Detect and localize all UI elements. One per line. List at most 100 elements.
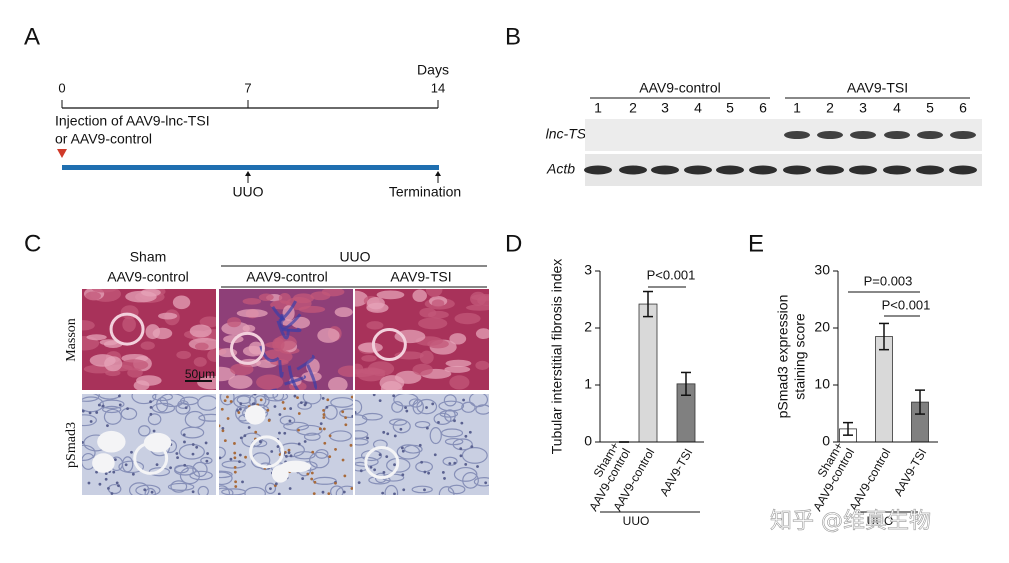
lane-label: 4 — [893, 100, 901, 116]
nucleus — [110, 492, 114, 495]
nucleus — [183, 463, 187, 467]
tubule — [197, 485, 209, 495]
nucleus — [117, 484, 120, 488]
tubule — [444, 409, 456, 422]
nucleus — [204, 441, 208, 445]
tubule — [184, 410, 206, 429]
arrow-head — [435, 171, 441, 176]
glomerulus — [364, 446, 400, 480]
nucleus — [182, 433, 186, 437]
tubule — [355, 363, 364, 375]
tubule — [427, 339, 449, 349]
nucleus — [297, 442, 301, 446]
micrographs — [82, 289, 489, 495]
tubule — [444, 437, 464, 446]
blot-background — [585, 119, 982, 151]
nucleus — [344, 416, 348, 420]
tubule — [475, 404, 489, 415]
tubule — [221, 460, 246, 469]
tubule — [293, 451, 316, 460]
nucleus — [130, 450, 133, 454]
nucleus — [393, 463, 396, 467]
tubule — [118, 460, 145, 474]
tubule — [170, 480, 188, 493]
tubule — [302, 394, 322, 405]
tubule — [122, 316, 136, 332]
tubule — [309, 451, 330, 469]
injection-text: Injection of AAV9-lnc-TSI — [55, 113, 210, 129]
y-axis-title: staining score — [792, 313, 808, 400]
nucleus — [310, 471, 314, 475]
nucleus — [423, 488, 426, 492]
nucleus — [239, 436, 243, 440]
nucleus — [112, 470, 116, 474]
lane-label: 3 — [661, 100, 669, 116]
y-tick-label: 0 — [822, 433, 830, 449]
nucleus — [269, 487, 272, 491]
tubule — [462, 472, 479, 489]
nucleus — [322, 408, 325, 412]
tubule — [194, 342, 209, 351]
y-axis-title: Tubular interstitial fibrosis index — [549, 259, 565, 455]
blot-band — [849, 165, 877, 175]
nucleus — [459, 454, 463, 458]
row-label: pSmad3 — [64, 422, 79, 468]
nucleus — [476, 465, 479, 468]
tubule — [263, 394, 279, 399]
nucleus — [341, 458, 345, 462]
tubule — [366, 296, 385, 310]
tubule — [263, 394, 289, 402]
tubule — [176, 350, 192, 360]
tubule — [412, 289, 427, 302]
tubule — [103, 408, 122, 425]
tubule — [297, 401, 312, 410]
group-label: UUO — [623, 514, 650, 528]
days-label: Days — [417, 62, 449, 78]
nucleus — [98, 482, 102, 486]
tubule — [91, 289, 117, 293]
y-tick-label: 1 — [584, 376, 592, 392]
tubule — [355, 399, 363, 415]
tubule — [228, 374, 253, 389]
nucleus — [443, 477, 446, 480]
tubule — [408, 398, 423, 408]
tubule — [199, 316, 216, 328]
nucleus — [278, 431, 281, 435]
nucleus — [95, 411, 99, 414]
nucleus — [349, 443, 353, 447]
nucleus — [206, 452, 209, 455]
tubule — [82, 320, 95, 331]
tubule — [403, 444, 423, 454]
nucleus — [124, 463, 128, 467]
nucleus — [343, 474, 347, 478]
lane-label: 1 — [594, 100, 602, 116]
nucleus — [118, 403, 122, 407]
panel-label: E — [748, 230, 764, 257]
error-bar — [843, 421, 853, 436]
nucleus — [400, 446, 404, 450]
tubule — [388, 418, 408, 426]
nucleus — [149, 400, 152, 404]
blot-band — [816, 165, 844, 175]
tubule — [433, 412, 452, 425]
tubule — [219, 394, 235, 406]
tubule — [242, 345, 264, 357]
nucleus — [402, 488, 406, 492]
tubule — [393, 394, 419, 407]
tubule — [335, 485, 353, 495]
tubule — [361, 355, 377, 362]
nucleus — [169, 466, 172, 470]
nucleus — [221, 429, 225, 433]
y-tick-label: 0 — [584, 433, 592, 449]
glomerulus — [133, 441, 169, 475]
nucleus — [344, 423, 348, 427]
nucleus — [219, 424, 221, 428]
nucleus — [175, 452, 179, 455]
nucleus — [239, 402, 243, 406]
tubule — [337, 365, 353, 377]
nucleus — [155, 463, 159, 467]
nucleus — [460, 421, 464, 425]
glomerulus — [249, 435, 285, 469]
tubule — [298, 305, 326, 313]
tubule — [82, 444, 96, 461]
